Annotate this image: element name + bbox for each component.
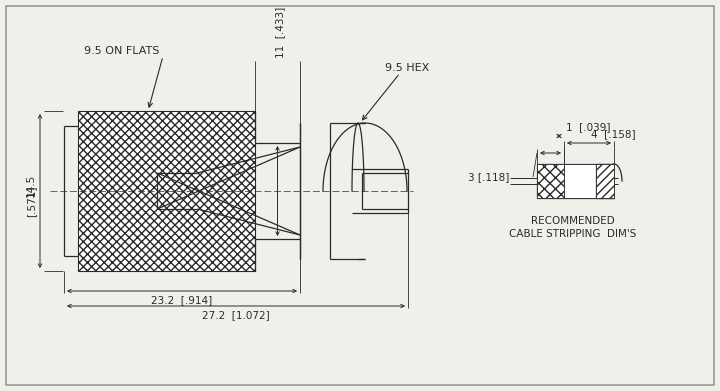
Text: 14.5: 14.5	[26, 173, 36, 197]
Text: CABLE STRIPPING  DIM'S: CABLE STRIPPING DIM'S	[509, 229, 636, 239]
Text: 1  [.039]: 1 [.039]	[566, 122, 611, 132]
Text: [.571]: [.571]	[26, 185, 36, 217]
Text: 3 [.118]: 3 [.118]	[467, 172, 509, 182]
Text: 23.2  [.914]: 23.2 [.914]	[151, 295, 212, 305]
Text: 9.5 HEX: 9.5 HEX	[385, 63, 429, 73]
Text: 27.2  [1.072]: 27.2 [1.072]	[202, 310, 270, 320]
Text: 9.5 ON FLATS: 9.5 ON FLATS	[84, 46, 159, 56]
Bar	[596, 164, 614, 198]
Bar	[537, 164, 564, 198]
Text: RECOMMENDED: RECOMMENDED	[531, 216, 615, 226]
Text: 4  [.158]: 4 [.158]	[591, 129, 636, 139]
Text: 11  [.433]: 11 [.433]	[276, 7, 286, 58]
Bar	[564, 164, 614, 198]
Bar	[78, 111, 255, 271]
